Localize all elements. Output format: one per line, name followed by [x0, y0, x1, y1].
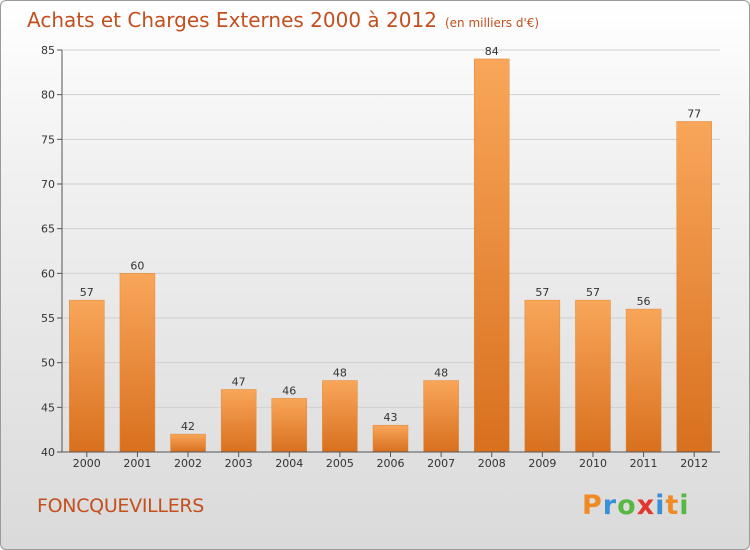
proxiti-logo[interactable]: Proxiti — [582, 490, 690, 521]
bar-value-label: 46 — [282, 384, 296, 397]
y-tick-label: 50 — [41, 357, 55, 370]
bar-value-label: 48 — [434, 367, 448, 380]
logo-letter: o — [617, 490, 637, 521]
chart-title-text: Achats et Charges Externes 2000 à 2012 — [27, 8, 437, 32]
bar-value-label: 47 — [232, 375, 246, 388]
y-tick-label: 60 — [41, 267, 55, 280]
x-tick-label: 2001 — [123, 457, 151, 470]
logo-letter: t — [665, 490, 680, 521]
bar-value-label: 57 — [80, 286, 94, 299]
y-tick-label: 40 — [41, 446, 55, 459]
bar-2011 — [625, 308, 662, 453]
bar-2001 — [119, 273, 156, 453]
bar-2009 — [524, 299, 561, 453]
bar-value-label: 77 — [687, 107, 701, 120]
bar-2003 — [220, 389, 257, 453]
bar-2012 — [676, 121, 712, 453]
commune-name: FONCQUEVILLERS — [37, 495, 205, 517]
x-tick-label: 2006 — [377, 457, 405, 470]
x-tick-label: 2004 — [275, 457, 303, 470]
bar-value-label: 43 — [384, 411, 398, 424]
bar-value-label: 60 — [130, 259, 144, 272]
logo-letter: r — [602, 490, 618, 521]
chart-title: Achats et Charges Externes 2000 à 2012 (e… — [27, 8, 539, 32]
x-tick-label: 2010 — [579, 457, 607, 470]
x-tick-label: 2002 — [174, 457, 202, 470]
y-tick-label: 65 — [41, 223, 55, 236]
bar-2007 — [423, 380, 459, 453]
x-tick-label: 2007 — [427, 457, 455, 470]
x-tick-label: 2008 — [478, 457, 506, 470]
bar-2000 — [69, 299, 105, 453]
bar-2002 — [170, 433, 206, 453]
y-tick-label: 55 — [41, 312, 55, 325]
bar-value-label: 56 — [637, 295, 651, 308]
bar-value-label: 57 — [535, 286, 549, 299]
x-tick-label: 2000 — [73, 457, 101, 470]
chart-subtitle: (en milliers d'€) — [444, 16, 540, 30]
bar-value-label: 48 — [333, 367, 347, 380]
logo-letter: x — [636, 490, 656, 521]
bar-value-label: 84 — [485, 45, 499, 58]
bar-2010 — [575, 299, 611, 453]
bar-2005 — [322, 380, 358, 453]
x-tick-label: 2011 — [630, 457, 658, 470]
bar-value-label: 42 — [181, 420, 195, 433]
bar-2006 — [372, 424, 409, 453]
x-tick-label: 2012 — [680, 457, 708, 470]
y-tick-label: 75 — [41, 133, 55, 146]
x-tick-label: 2005 — [326, 457, 354, 470]
y-tick-label: 70 — [41, 178, 55, 191]
bar-2004 — [271, 398, 308, 453]
y-tick-label: 80 — [41, 89, 55, 102]
logo-letter: P — [582, 490, 603, 521]
y-tick-label: 85 — [41, 44, 55, 57]
bar-value-label: 57 — [586, 286, 600, 299]
bar-2008 — [473, 58, 510, 453]
x-tick-label: 2009 — [528, 457, 556, 470]
logo-letter: i — [655, 490, 666, 521]
logo-letter: i — [679, 490, 690, 521]
y-tick-label: 45 — [41, 401, 55, 414]
x-tick-label: 2003 — [225, 457, 253, 470]
